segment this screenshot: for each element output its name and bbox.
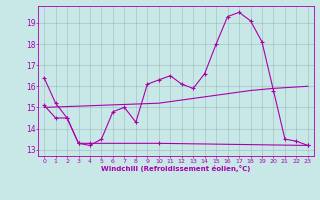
X-axis label: Windchill (Refroidissement éolien,°C): Windchill (Refroidissement éolien,°C): [101, 165, 251, 172]
